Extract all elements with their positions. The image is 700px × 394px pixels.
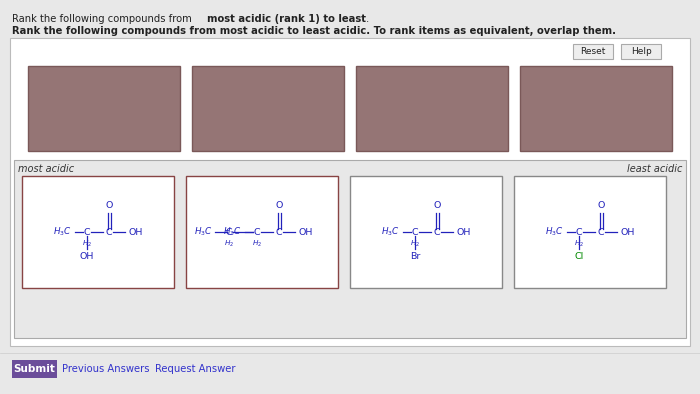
Bar — [186, 176, 338, 288]
Text: $H_2$: $H_2$ — [82, 239, 92, 249]
Text: .: . — [366, 14, 370, 24]
Text: OH: OH — [128, 227, 143, 236]
Bar — [14, 160, 686, 338]
Text: OH: OH — [456, 227, 470, 236]
Text: C: C — [576, 227, 582, 236]
Text: C: C — [84, 227, 90, 236]
Text: $H_3C$: $H_3C$ — [545, 226, 564, 238]
Text: $H_3C$: $H_3C$ — [223, 226, 242, 238]
Bar — [12, 360, 57, 378]
Text: C: C — [106, 227, 113, 236]
Bar — [350, 176, 502, 288]
Text: $H_2$: $H_2$ — [574, 239, 584, 249]
Text: Reset: Reset — [580, 47, 606, 56]
Text: most acidic: most acidic — [18, 164, 74, 174]
Bar — [192, 66, 344, 151]
Text: O: O — [276, 201, 283, 210]
Bar — [28, 66, 180, 151]
Text: $H_3C$: $H_3C$ — [53, 226, 72, 238]
Bar — [22, 176, 174, 288]
Bar — [356, 66, 508, 151]
Text: Previous Answers: Previous Answers — [62, 364, 150, 374]
Text: O: O — [433, 201, 441, 210]
Text: O: O — [106, 201, 113, 210]
Text: Submit: Submit — [13, 364, 55, 374]
Text: $H_2$: $H_2$ — [224, 239, 234, 249]
Text: Cl: Cl — [575, 252, 584, 261]
Text: C: C — [276, 227, 283, 236]
Text: Rank the following compounds from: Rank the following compounds from — [12, 14, 195, 24]
Bar — [514, 176, 666, 288]
Text: $H_3C$: $H_3C$ — [195, 226, 214, 238]
Text: $H_2$: $H_2$ — [252, 239, 262, 249]
Text: C: C — [226, 227, 232, 236]
Text: Rank the following compounds from most acidic to least acidic. To rank items as : Rank the following compounds from most a… — [12, 26, 616, 36]
Text: OH: OH — [80, 252, 94, 261]
Text: C: C — [254, 227, 260, 236]
Text: C: C — [434, 227, 440, 236]
Bar — [10, 38, 690, 346]
Bar — [621, 44, 661, 59]
Text: least acidic: least acidic — [626, 164, 682, 174]
Bar — [573, 44, 613, 59]
Text: OH: OH — [298, 227, 313, 236]
Text: $H_2$: $H_2$ — [410, 239, 420, 249]
Text: Br: Br — [410, 252, 420, 261]
Text: $H_3C$: $H_3C$ — [382, 226, 400, 238]
Text: C: C — [598, 227, 604, 236]
Text: Request Answer: Request Answer — [155, 364, 235, 374]
Text: OH: OH — [620, 227, 634, 236]
Text: O: O — [597, 201, 605, 210]
Text: C: C — [412, 227, 419, 236]
Bar — [520, 66, 672, 151]
Text: most acidic (rank 1) to least: most acidic (rank 1) to least — [207, 14, 366, 24]
Text: Help: Help — [631, 47, 652, 56]
